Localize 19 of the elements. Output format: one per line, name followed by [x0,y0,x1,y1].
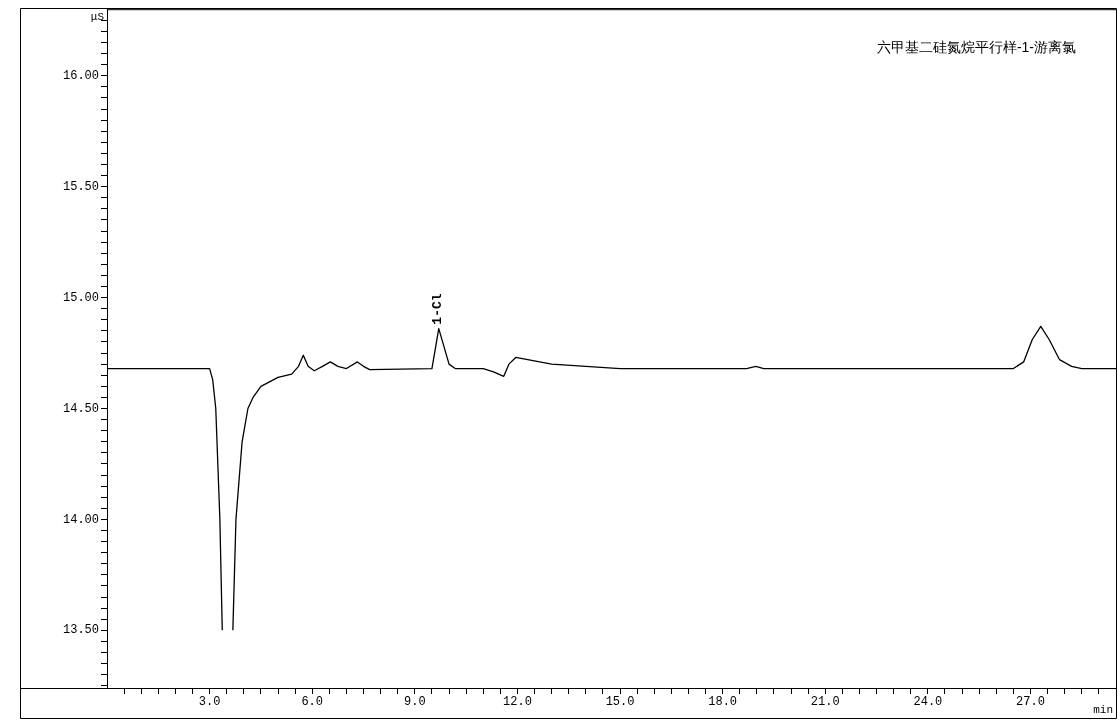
x-tick-label: 12.0 [503,695,532,710]
x-tick-label: 9.0 [404,695,426,710]
x-tick-label: 3.0 [198,695,221,710]
x-axis-title: min [1093,704,1113,717]
x-tick-label: 24.0 [913,695,943,710]
text: 六甲基二硅氮烷平行样-1-游离氯 [876,39,1076,56]
x-tick-label: 27.0 [1016,695,1045,710]
y-tick-label: 13.50 [62,623,99,638]
x-tick-label: 15.0 [605,695,635,710]
y-tick-label: 14.00 [62,512,99,527]
y-tick-label: 14.50 [62,401,99,416]
y-tick-label: 15.00 [62,290,99,305]
x-tick-label: 6.0 [301,695,324,710]
y-axis-title: μS [90,10,105,23]
x-tick-label: 21.0 [810,695,840,710]
y-tick-label: 16.00 [62,68,99,83]
annotation: 1-Cl [429,293,445,325]
x-tick-label: 18.0 [708,695,738,710]
y-tick-label: 15.50 [62,179,99,194]
